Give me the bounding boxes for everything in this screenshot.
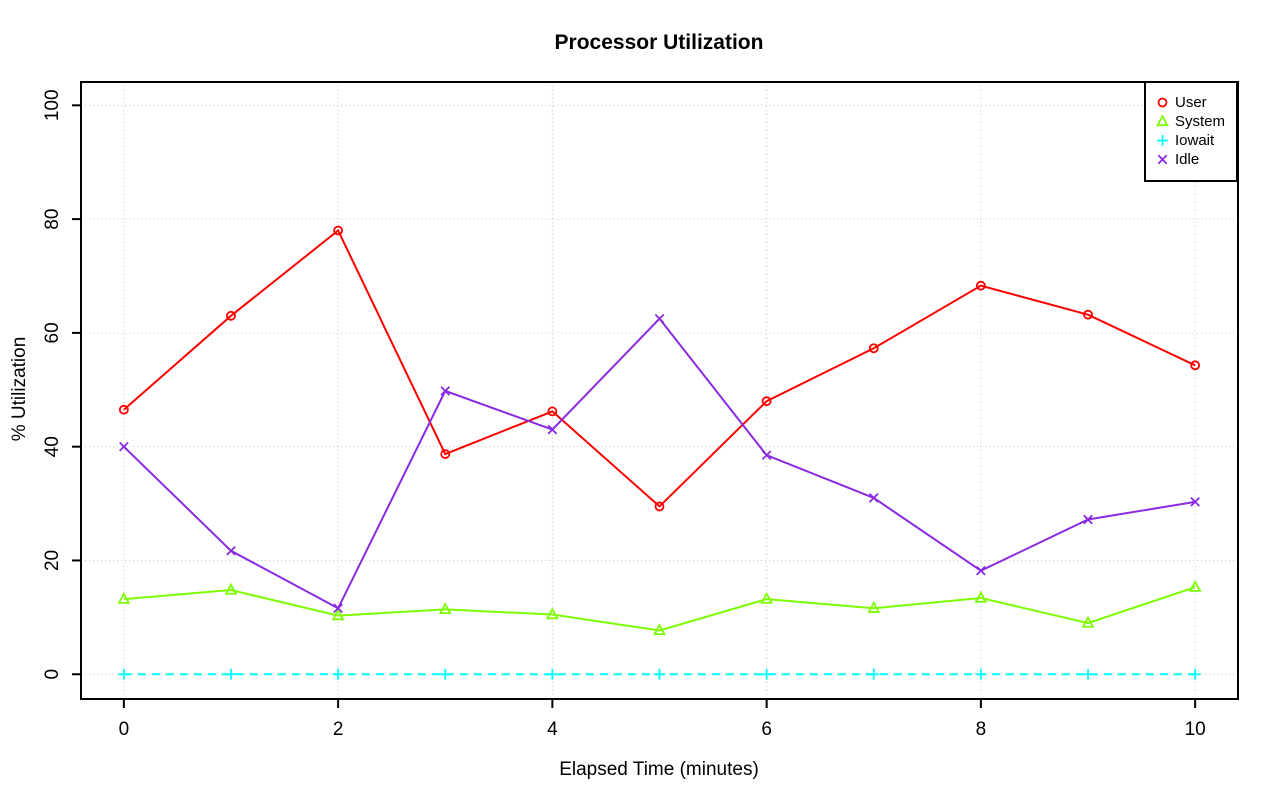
legend-item-user: User [1154,93,1236,112]
legend-marker-x-icon [1157,154,1168,165]
legend-item-idle: Idle [1154,150,1236,169]
gridlines [81,82,1238,699]
legend: User System Iowait Idle [1144,81,1238,182]
y-tick-label: 100 [42,89,63,121]
y-tick-label: 20 [42,550,63,571]
x-tick-label: 10 [1185,719,1206,740]
y-tick-label: 80 [42,209,63,230]
legend-label: Iowait [1175,132,1215,149]
y-tick-label: 40 [42,436,63,457]
y-axis-label: % Utilization [9,336,30,442]
axis-ticks [72,104,1197,708]
series-user [118,225,1201,512]
series-iowait [118,668,1201,680]
series-system [117,579,1202,636]
y-tick-label: 0 [42,669,63,680]
legend-marker-plus-icon [1157,135,1168,146]
x-tick-label: 2 [333,719,344,740]
plot-border [80,81,1239,700]
legend-item-system: System [1154,112,1236,131]
legend-label: Idle [1175,151,1200,168]
x-tick-label: 6 [761,719,772,740]
x-axis-label: Elapsed Time (minutes) [559,759,759,780]
legend-marker-triangle-icon [1156,114,1169,127]
y-tick-labels: 0 20 40 60 80 100 [42,89,63,679]
x-tick-label: 4 [547,719,558,740]
legend-label: User [1175,94,1207,111]
legend-item-iowait: Iowait [1154,131,1236,150]
legend-marker-circle-icon [1157,97,1168,108]
y-tick-label: 60 [42,322,63,343]
series-idle [119,313,1200,614]
legend-label: System [1175,113,1226,130]
chart-title: Processor Utilization [554,31,764,54]
x-tick-labels: 0 2 4 6 8 10 [119,719,1206,740]
x-tick-label: 8 [976,719,987,740]
x-tick-label: 0 [119,719,130,740]
